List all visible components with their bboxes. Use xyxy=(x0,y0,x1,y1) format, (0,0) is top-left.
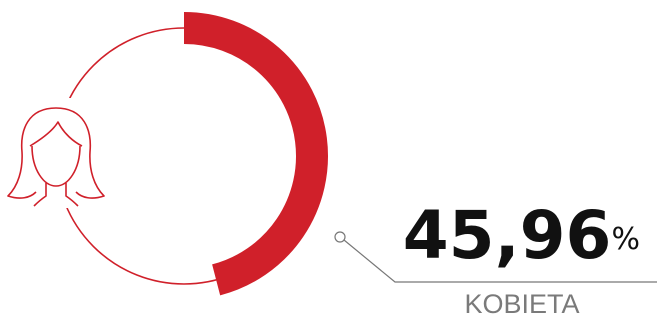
woman-icon xyxy=(7,107,105,207)
category-label: KOBIETA xyxy=(464,289,579,319)
leader-line xyxy=(343,239,657,283)
value-label: 45,96% xyxy=(403,197,640,274)
leader-dot xyxy=(334,231,346,243)
arc xyxy=(183,12,328,296)
icon-mask xyxy=(4,98,108,208)
